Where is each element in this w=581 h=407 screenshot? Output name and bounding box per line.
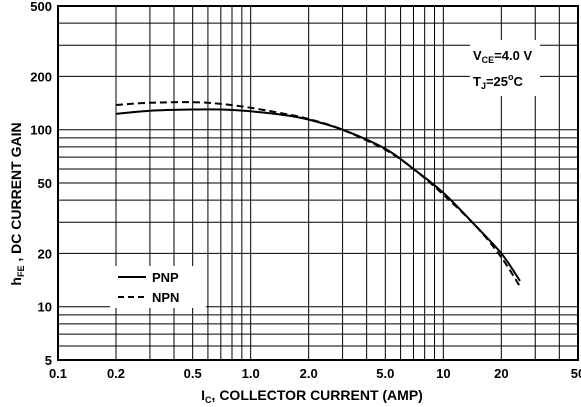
x-tick-label: 1.0	[242, 366, 260, 381]
annotation-box: VCE=4.0 V TJ=25oC	[470, 40, 540, 96]
x-tick-label: 2.0	[300, 366, 318, 381]
series-layer	[115, 101, 521, 288]
y-tick-label: 5	[45, 353, 52, 368]
y-axis-label: hFE , DC CURRENT GAIN	[8, 122, 26, 285]
legend: PNP NPN	[110, 266, 206, 308]
series-line-pnp	[115, 108, 521, 282]
tick-labels: 0.1 0.2 0.5 1.0 2.0 5.0 10 20 50 5 10 20 50 100 200 500	[30, 0, 581, 381]
y-tick-label: 200	[30, 69, 52, 84]
vce-annotation: VCE=4.0 V	[473, 48, 532, 65]
y-tick-label: 20	[38, 246, 52, 261]
x-tick-label: 0.5	[184, 366, 202, 381]
x-tick-label: 20	[494, 366, 508, 381]
x-tick-label: 10	[436, 366, 450, 381]
legend-pnp-label: PNP	[152, 270, 179, 285]
y-tick-label: 10	[38, 300, 52, 315]
plot-frame	[57, 5, 579, 361]
y-tick-label: 500	[30, 0, 52, 14]
legend-npn-label: NPN	[152, 290, 179, 305]
x-tick-label: 5.0	[376, 366, 394, 381]
x-tick-label: 0.1	[49, 366, 67, 381]
y-tick-label: 50	[38, 176, 52, 191]
y-tick-label: 100	[30, 123, 52, 138]
grid	[58, 6, 578, 360]
series-line-npn	[115, 101, 521, 288]
x-tick-label: 50	[571, 366, 581, 381]
tj-annotation: TJ=25oC	[473, 72, 524, 91]
x-axis-label: IC, COLLECTOR CURRENT (AMP)	[201, 387, 423, 405]
x-tick-label: 0.2	[107, 366, 125, 381]
